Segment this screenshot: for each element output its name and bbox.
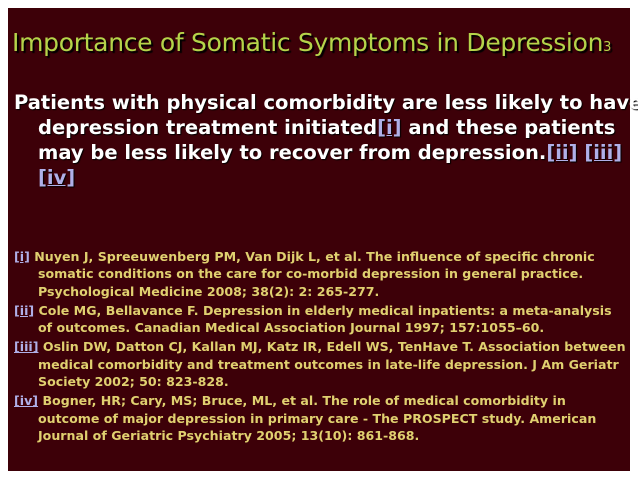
body-paragraph: Patients with physical comorbidity are l… [14, 90, 638, 190]
body-text-1: Patients with physical comorbidity are l… [14, 91, 638, 139]
reference-item: [iv] Bogner, HR; Cary, MS; Bruce, ML, et… [14, 392, 626, 444]
reference-text: Oslin DW, Datton CJ, Kallan MJ, Katz IR,… [38, 339, 626, 390]
reference-item: [i] Nuyen J, Spreeuwenberg PM, Van Dijk … [14, 248, 626, 300]
reference-text: Nuyen J, Spreeuwenberg PM, Van Dijk L, e… [34, 249, 595, 299]
title-subscript: 3 [603, 40, 612, 55]
citation-link-i[interactable]: [i] [377, 116, 402, 139]
citation-link-ii[interactable]: [ii] [546, 141, 578, 164]
reference-marker-link[interactable]: [i] [14, 249, 30, 264]
reference-text: Bogner, HR; Cary, MS; Bruce, ML, et al. … [38, 393, 597, 443]
reference-item: [iii] Oslin DW, Datton CJ, Kallan MJ, Ka… [14, 338, 626, 390]
reference-marker-link[interactable]: [ii] [14, 302, 35, 318]
reference-text: Cole MG, Bellavance F. Depression in eld… [38, 302, 612, 336]
title-text: Importance of Somatic Symptoms in Depres… [12, 28, 604, 57]
citation-link-iii[interactable]: [iii] [584, 141, 623, 164]
reference-item: [ii] Cole MG, Bellavance F. Depression i… [14, 302, 626, 337]
citation-link-iv[interactable]: [iv] [38, 166, 76, 189]
slide-title: Importance of Somatic Symptoms in Depres… [12, 28, 611, 57]
slide: Importance of Somatic Symptoms in Depres… [8, 8, 638, 471]
reference-marker-link[interactable]: [iv] [14, 393, 39, 409]
body-text-2: and these patients may be less likely to… [38, 116, 616, 164]
reference-marker-link[interactable]: [iii] [14, 339, 39, 355]
references-list: [i] Nuyen J, Spreeuwenberg PM, Van Dijk … [14, 248, 626, 446]
